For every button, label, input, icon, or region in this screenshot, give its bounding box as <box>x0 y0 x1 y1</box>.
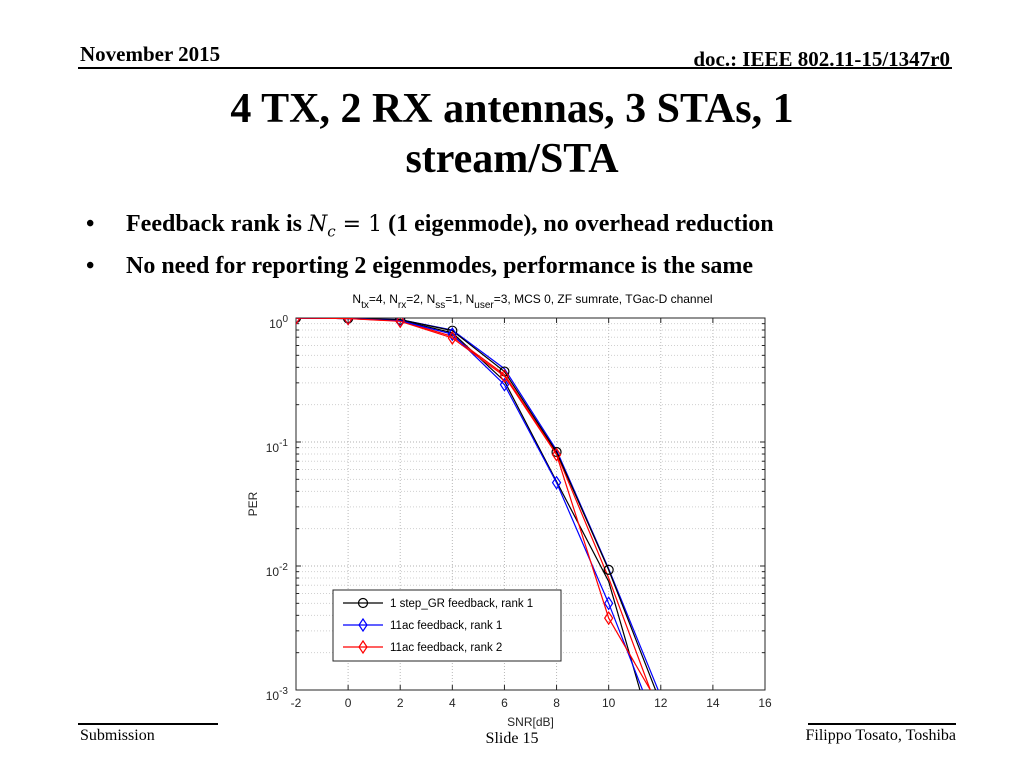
data-point-series-2 <box>447 327 458 342</box>
x-tick-label: -2 <box>291 696 302 710</box>
data-point-series-2 <box>551 475 562 490</box>
footer-rule-right <box>808 723 956 725</box>
legend-label: 11ac feedback, rank 2 <box>390 642 502 654</box>
data-point-series-2 <box>499 377 510 392</box>
footer-slide-number: Slide 15 <box>485 730 539 747</box>
slide-title-line-2: stream/STA <box>405 136 619 182</box>
slide-title: 4 TX, 2 RX antennas, 3 STAs, 1 stream/ST… <box>0 84 1024 184</box>
bullet-text-1: Feedback rank is Nc = 1 (1 eigenmode), n… <box>126 211 774 240</box>
plot-frame <box>295 317 766 691</box>
legend-label: 11ac feedback, rank 1 <box>390 620 502 632</box>
y-tick-label: 10-3 <box>266 686 289 703</box>
footer-author: Filippo Tosato, Toshiba <box>805 727 956 744</box>
y-tick-label: 100 <box>269 314 288 331</box>
x-tick-label: 6 <box>501 696 508 710</box>
bullet-dot-icon: • <box>86 211 95 237</box>
bullet-1-after: (1 eigenmode), no overhead reduction <box>382 211 774 237</box>
y-tick-label: 10-1 <box>266 438 289 455</box>
x-tick-label: 10 <box>602 696 616 710</box>
legend-marker <box>357 597 369 609</box>
y-axis-label: PER <box>246 491 260 516</box>
y-tick-label: 10-2 <box>266 562 289 579</box>
data-point-series-3 <box>603 611 614 626</box>
slide-title-line-1: 4 TX, 2 RX antennas, 3 STAs, 1 <box>230 86 794 132</box>
bullet-1-before: Feedback rank is <box>126 211 309 237</box>
math-variable: N <box>308 212 328 237</box>
math-subscript: c <box>327 222 336 241</box>
header-date: November 2015 <box>80 42 221 66</box>
x-tick-label: 16 <box>758 696 772 710</box>
bullet-dot-icon: • <box>86 253 95 279</box>
chart-title: Ntx=4, Nrx=2, Nss=1, Nuser=3, MCS 0, ZF … <box>352 292 712 311</box>
math-rest: = 1 <box>335 212 383 237</box>
x-tick-label: 4 <box>449 696 456 710</box>
bullet-1-math: Nc = 1 <box>308 212 383 241</box>
data-point-series-1 <box>603 564 614 576</box>
legend-marker <box>358 639 368 655</box>
series-line-3 <box>296 318 651 690</box>
header-rule <box>78 67 952 69</box>
chart-legend: 1 step_GR feedback, rank 1 11ac feedback,… <box>332 589 562 662</box>
footer-submission: Submission <box>80 727 155 744</box>
legend-marker <box>358 617 368 633</box>
footer-rule-left <box>78 723 218 725</box>
data-point-series-3 <box>551 447 562 462</box>
data-point-series-1 <box>395 318 406 325</box>
plot-area <box>296 318 659 690</box>
x-tick-label: 14 <box>706 696 720 710</box>
data-point-series-3 <box>447 330 458 346</box>
x-tick-label: 8 <box>553 696 560 710</box>
bullet-text-2: No need for reporting 2 eigenmodes, perf… <box>126 253 753 279</box>
legend-label: 1 step_GR feedback, rank 1 <box>390 598 533 610</box>
data-point-series-3 <box>499 369 510 384</box>
x-tick-label: 0 <box>345 696 352 710</box>
x-tick-label: 12 <box>654 696 668 710</box>
data-point-series-1 <box>447 325 458 336</box>
x-tick-label: 2 <box>397 696 404 710</box>
data-point-series-2 <box>603 596 614 611</box>
data-point-series-3 <box>343 318 353 326</box>
data-point-series-3 <box>395 318 405 329</box>
x-axis-label: SNR[dB] <box>507 715 554 729</box>
